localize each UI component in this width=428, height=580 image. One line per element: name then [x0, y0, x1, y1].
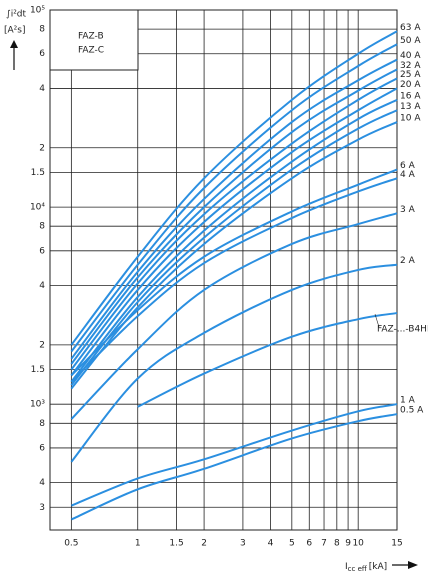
series-line: [70, 413, 398, 521]
series-line: [70, 43, 398, 353]
x-tick-label: 6: [306, 539, 312, 549]
x-tick-label: 8: [334, 539, 340, 549]
series-line: [70, 68, 398, 365]
x-tick-label: 1.5: [169, 539, 183, 549]
y-axis-label: [A²s]: [4, 26, 25, 36]
y-tick-label: 8: [39, 222, 45, 232]
series-line: [70, 403, 398, 507]
x-tick-label: 4: [268, 539, 274, 549]
series-label: 6 A: [400, 161, 416, 171]
series-line: [70, 30, 398, 346]
y-tick-label: 10⁴: [30, 203, 45, 213]
series-line: [70, 109, 398, 386]
y-tick-label: 6: [39, 49, 45, 59]
x-tick-label: 9: [345, 539, 351, 549]
x-tick-label: 2: [201, 539, 207, 549]
y-tick-label: 10⁵: [30, 6, 45, 16]
series-line: [70, 58, 398, 360]
y-tick-label: 4: [39, 281, 45, 291]
x-label-subscript: cc eff: [348, 565, 367, 573]
series-line: [70, 168, 398, 377]
y-tick-label: 4: [39, 478, 45, 488]
x-tick-label: 1: [135, 539, 141, 549]
series-label: 32 A: [400, 61, 421, 71]
series-label: 2 A: [400, 256, 416, 266]
x-tick-label: 10: [352, 539, 364, 549]
series-label: 0.5 A: [400, 406, 424, 416]
series-label: 50 A: [400, 36, 421, 46]
label-leader: [374, 313, 380, 328]
series-line: [70, 77, 398, 371]
series-line: [70, 263, 398, 463]
x-tick-label: 15: [391, 539, 402, 549]
y-tick-label: 4: [39, 84, 45, 94]
y-tick-label: 1.5: [31, 168, 45, 178]
series-line: [70, 177, 398, 383]
series-label: 16 A: [400, 91, 421, 101]
series-label: FAZ-...-B4HI: [377, 325, 428, 335]
x-axis-arrow-head: [408, 561, 418, 569]
y-tick-label: 1.5: [31, 365, 45, 375]
series-label: 10 A: [400, 114, 421, 124]
x-tick-label: 5: [289, 539, 295, 549]
x-label-symbol: I: [345, 562, 348, 572]
series-label: 3 A: [400, 205, 416, 215]
series-label: 4 A: [400, 170, 416, 180]
y-tick-label: 6: [39, 246, 45, 256]
series-label: 13 A: [400, 102, 421, 112]
series-label: 63 A: [400, 23, 421, 33]
x-label-unit: [kA]: [369, 562, 387, 572]
y-axis-label: ∫i²dt: [6, 10, 27, 20]
x-tick-label: 7: [321, 539, 327, 549]
series-label: 25 A: [400, 70, 421, 80]
series-label: 40 A: [400, 51, 421, 61]
plot-area: [49, 9, 398, 531]
legend-box: [49, 9, 139, 71]
y-tick-label: 3: [39, 503, 45, 513]
y-axis-arrow-head: [10, 40, 18, 48]
legend-text: FAZ-B: [78, 32, 104, 42]
x-axis-label: Icc eff [kA]: [345, 562, 387, 574]
series-line: [70, 212, 398, 420]
series-line: [70, 98, 398, 383]
y-tick-label: 10³: [30, 400, 45, 410]
y-tick-label: 8: [39, 419, 45, 429]
series-line: [70, 87, 398, 377]
series-label: 1 A: [400, 396, 416, 406]
y-tick-label: 2: [39, 143, 45, 153]
y-tick-label: 2: [39, 340, 45, 350]
x-tick-label: 0.5: [64, 539, 78, 549]
y-tick-label: 8: [39, 25, 45, 35]
y-tick-label: 6: [39, 443, 45, 453]
series-line: [137, 312, 398, 408]
series-label: 20 A: [400, 80, 421, 90]
legend-text: FAZ-C: [78, 46, 104, 56]
x-tick-label: 3: [240, 539, 246, 549]
